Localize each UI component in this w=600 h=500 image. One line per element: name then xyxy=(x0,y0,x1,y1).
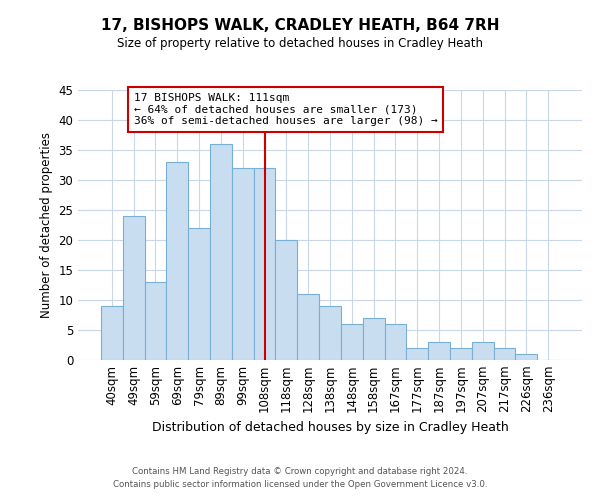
Bar xyxy=(188,228,210,360)
Bar xyxy=(254,168,275,360)
Bar xyxy=(363,318,385,360)
Text: Contains public sector information licensed under the Open Government Licence v3: Contains public sector information licen… xyxy=(113,480,487,489)
Bar xyxy=(232,168,254,360)
Bar xyxy=(494,348,515,360)
X-axis label: Distribution of detached houses by size in Cradley Heath: Distribution of detached houses by size … xyxy=(152,421,508,434)
Bar xyxy=(166,162,188,360)
Text: Size of property relative to detached houses in Cradley Heath: Size of property relative to detached ho… xyxy=(117,38,483,51)
Y-axis label: Number of detached properties: Number of detached properties xyxy=(40,132,53,318)
Bar xyxy=(428,342,450,360)
Text: Contains HM Land Registry data © Crown copyright and database right 2024.: Contains HM Land Registry data © Crown c… xyxy=(132,467,468,476)
Bar xyxy=(275,240,297,360)
Text: 17 BISHOPS WALK: 111sqm
← 64% of detached houses are smaller (173)
36% of semi-d: 17 BISHOPS WALK: 111sqm ← 64% of detache… xyxy=(134,93,437,126)
Text: 17, BISHOPS WALK, CRADLEY HEATH, B64 7RH: 17, BISHOPS WALK, CRADLEY HEATH, B64 7RH xyxy=(101,18,499,32)
Bar xyxy=(472,342,494,360)
Bar xyxy=(385,324,406,360)
Bar xyxy=(145,282,166,360)
Bar xyxy=(341,324,363,360)
Bar xyxy=(319,306,341,360)
Bar xyxy=(297,294,319,360)
Bar xyxy=(450,348,472,360)
Bar xyxy=(406,348,428,360)
Bar xyxy=(101,306,123,360)
Bar xyxy=(210,144,232,360)
Bar xyxy=(515,354,537,360)
Bar xyxy=(123,216,145,360)
